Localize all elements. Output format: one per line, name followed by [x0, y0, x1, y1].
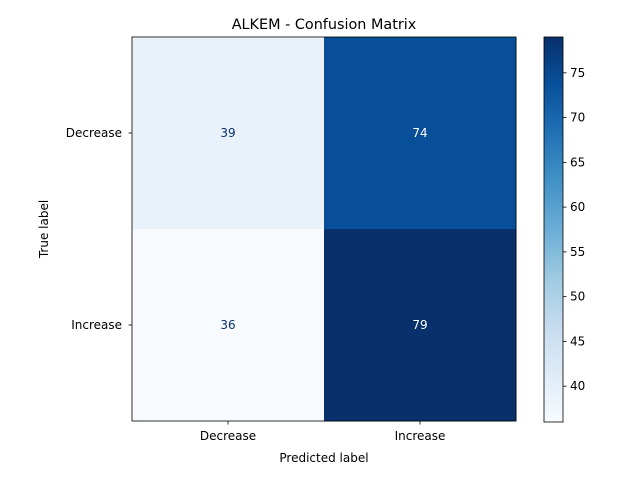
colorbar-tick-label: 40: [570, 379, 585, 393]
heatmap-cell: [324, 37, 517, 230]
colorbar-frame: [543, 36, 564, 423]
colorbar-ticks: 40 45 50 55 60 65 70 75: [563, 66, 585, 393]
y-axis-label: True label: [37, 200, 51, 259]
colorbar-tick-label: 45: [570, 334, 585, 348]
heatmap-cells: [132, 37, 517, 422]
y-axis-ticks: Decrease Increase: [66, 126, 132, 332]
y-tick-label: Increase: [71, 318, 122, 332]
heatmap-cell: [324, 229, 517, 422]
cell-value-label: 39: [220, 126, 235, 140]
heatmap-cell: [132, 229, 325, 422]
cell-value-label: 79: [412, 318, 427, 332]
x-tick-label: Decrease: [200, 429, 256, 443]
heatmap-frame: [131, 36, 517, 422]
colorbar-tick-label: 75: [570, 66, 585, 80]
colorbar-tick-label: 60: [570, 200, 585, 214]
colorbar-tick-label: 70: [570, 111, 585, 125]
heatmap-cell: [132, 37, 325, 230]
colorbar-tick-label: 55: [570, 245, 585, 259]
x-tick-label: Increase: [395, 429, 446, 443]
y-tick-label: Decrease: [66, 126, 122, 140]
colorbar: [544, 37, 563, 422]
heatmap-cell-labels: 39 74 36 79: [220, 126, 427, 332]
x-axis-label: Predicted label: [279, 451, 368, 465]
x-axis-ticks: Decrease Increase: [200, 421, 446, 443]
cell-value-label: 36: [220, 318, 235, 332]
colorbar-tick-label: 65: [570, 155, 585, 169]
cell-value-label: 74: [412, 126, 427, 140]
chart-title: ALKEM - Confusion Matrix: [232, 17, 417, 33]
colorbar-tick-label: 50: [570, 290, 585, 304]
